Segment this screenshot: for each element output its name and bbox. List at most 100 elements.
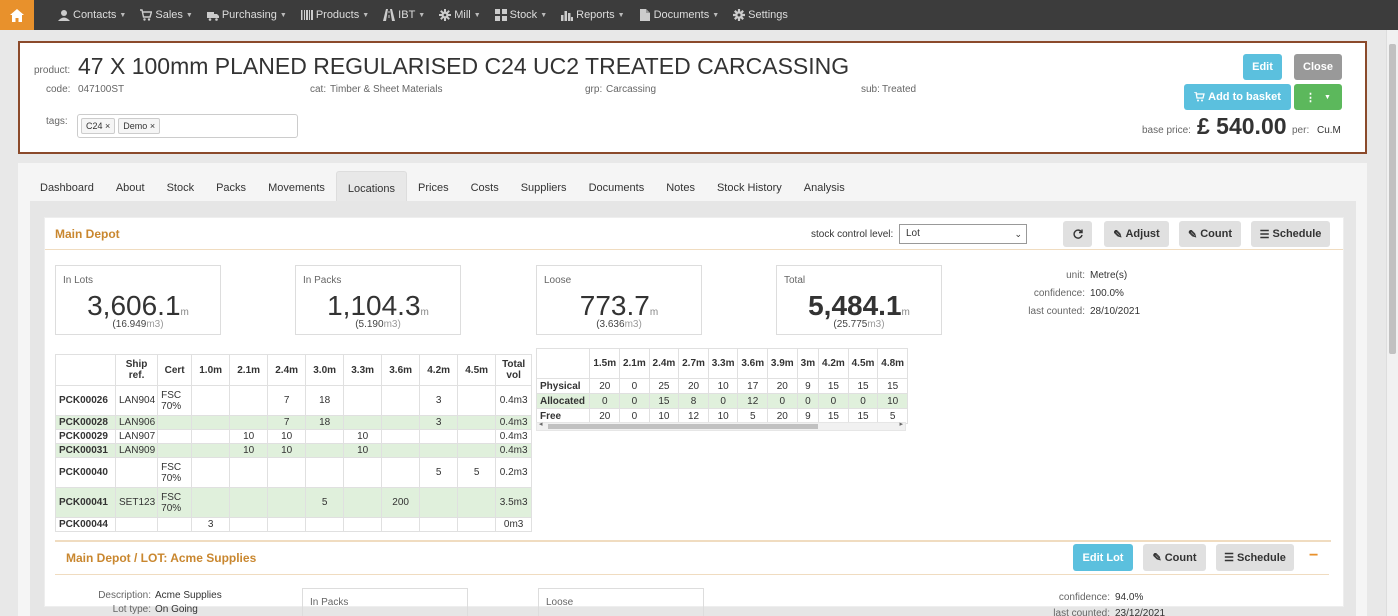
stock-cell: Allocated: [536, 393, 591, 409]
table-row[interactable]: PCK00026 LAN904 FSC 70% 7 18 3 0.4m3: [55, 385, 533, 416]
summary-volume: (5.190m3): [296, 319, 460, 330]
collapse-icon[interactable]: −: [1309, 547, 1319, 564]
table-row[interactable]: PCK00028 LAN906 7 18 3 0.4m3: [55, 415, 533, 430]
tab-locations[interactable]: Locations: [335, 171, 408, 201]
stock-cell: 0: [796, 393, 820, 409]
schedule-button[interactable]: ☰ Schedule: [1251, 221, 1330, 247]
nav-settings[interactable]: Settings: [733, 9, 788, 21]
nav-documents[interactable]: Documents ▼: [639, 9, 719, 21]
nav-stock[interactable]: Stock ▼: [494, 9, 547, 21]
packs-header-cell: Cert: [157, 354, 193, 386]
adjust-button[interactable]: ✎ Adjust: [1104, 221, 1169, 247]
stock-header-row: 1.5m 2.1m 2.4m 2.7m 3.3m 3.6m 3.9m 3m 4.2m 4.5m 4.…: [536, 348, 908, 379]
packs-header-cell: 2.1m: [229, 354, 269, 386]
horizontal-scrollbar[interactable]: ◂ ▸: [536, 421, 906, 431]
packs-cell: [191, 429, 231, 444]
stock-control-level-value: Lot: [906, 228, 920, 239]
packs-cell: 10: [267, 443, 307, 458]
scroll-right-icon[interactable]: ▸: [899, 421, 903, 428]
scrollbar-thumb[interactable]: [1389, 44, 1396, 354]
stock-control-level-select[interactable]: Lot ⌄: [899, 224, 1027, 244]
stock-header-cell: [536, 348, 591, 379]
tags-input[interactable]: C24 × Demo ×: [77, 114, 298, 138]
stock-header-cell: 4.2m: [818, 348, 849, 379]
stock-header-cell: 4.5m: [847, 348, 879, 379]
tab-notes[interactable]: Notes: [666, 182, 695, 194]
info-value: 100.0%: [1090, 288, 1124, 299]
packs-cell: LAN907: [114, 429, 159, 444]
packs-cell: 5: [457, 457, 497, 488]
more-actions-dropdown[interactable]: ⋮ ▼: [1294, 84, 1342, 110]
nav-label: Mill: [454, 9, 471, 21]
scrollbar-thumb[interactable]: [548, 424, 818, 429]
tab-suppliers[interactable]: Suppliers: [520, 182, 567, 194]
packs-header-cell: [55, 354, 116, 386]
tab-documents[interactable]: Documents: [588, 182, 645, 194]
nav-products[interactable]: Products ▼: [300, 9, 369, 21]
summary-in-packs: In Packs 1,104.3m (5.190m3): [295, 265, 461, 335]
lot-count-button[interactable]: ✎ Count: [1143, 544, 1206, 571]
nav-sales[interactable]: Sales ▼: [140, 9, 193, 21]
refresh-button[interactable]: [1063, 221, 1092, 247]
product-title: 47 X 100mm PLANED REGULARISED C24 UC2 TR…: [78, 53, 850, 79]
packs-cell: 3: [419, 415, 459, 430]
stock-cell: 25: [648, 378, 680, 394]
nav-mill[interactable]: Mill ▼: [439, 9, 481, 21]
pencil-icon: ✎: [1113, 228, 1123, 241]
stock-header-cell: 1.5m: [589, 348, 621, 379]
packs-cell: PCK00031: [55, 443, 116, 458]
edit-lot-button[interactable]: Edit Lot: [1073, 544, 1133, 571]
tab-dashboard[interactable]: Dashboard: [40, 182, 94, 194]
nav-contacts[interactable]: Contacts ▼: [58, 9, 126, 21]
lot-count-label: Count: [1164, 551, 1197, 564]
tab-stock[interactable]: Stock: [166, 182, 195, 194]
close-button[interactable]: Close: [1294, 54, 1342, 80]
table-row[interactable]: PCK00041 SET123 FSC 70% 5 200 3.5m3: [55, 487, 533, 518]
lot-confidence: 94.0%: [1115, 592, 1144, 603]
nav-ibt[interactable]: IBT ▼: [383, 9, 425, 21]
tab-stock-history[interactable]: Stock History: [716, 182, 782, 194]
packs-header-cell: 3.6m: [381, 354, 421, 386]
tab-costs[interactable]: Costs: [470, 182, 499, 194]
tab-packs[interactable]: Packs: [216, 182, 247, 194]
scroll-left-icon[interactable]: ◂: [539, 421, 543, 428]
tab-analysis[interactable]: Analysis: [803, 182, 845, 194]
home-button[interactable]: [0, 0, 34, 30]
packs-cell: FSC 70%: [157, 457, 193, 488]
packs-cell: 3: [419, 385, 459, 416]
packs-cell: [229, 487, 269, 518]
remove-tag-icon[interactable]: ×: [149, 121, 156, 131]
packs-cell: [419, 517, 459, 532]
packs-header-cell: Ship ref.: [114, 354, 159, 386]
page-scrollbar[interactable]: [1386, 30, 1398, 616]
summary-volume-value: (16.949: [112, 319, 147, 330]
tab-movements[interactable]: Movements: [268, 182, 325, 194]
packs-cell: LAN909: [114, 443, 159, 458]
remove-tag-icon[interactable]: ×: [105, 121, 111, 131]
packs-header-cell: 4.5m: [457, 354, 497, 386]
nav-reports[interactable]: Reports ▼: [561, 9, 625, 21]
tag-chip[interactable]: C24 ×: [81, 118, 116, 134]
add-to-basket-button[interactable]: Add to basket: [1184, 84, 1291, 110]
schedule-label: Schedule: [1272, 228, 1322, 240]
packs-cell: [381, 443, 421, 458]
nav-purchasing[interactable]: Purchasing ▼: [206, 9, 287, 21]
packs-cell: [114, 517, 159, 532]
packs-cell: [305, 517, 345, 532]
lot-schedule-button[interactable]: ☰ Schedule: [1216, 544, 1294, 571]
packs-cell: [157, 429, 193, 444]
packs-cell: 3: [191, 517, 231, 532]
tab-prices[interactable]: Prices: [418, 182, 449, 194]
tab-about[interactable]: About: [115, 182, 145, 194]
packs-cell: [157, 443, 193, 458]
edit-button[interactable]: Edit: [1243, 54, 1282, 80]
tag-chip[interactable]: Demo ×: [118, 118, 161, 134]
table-row[interactable]: PCK00031 LAN909 10 10 10 0.4m3: [55, 443, 533, 458]
table-row[interactable]: PCK00029 LAN907 10 10 10 0.4m3: [55, 429, 533, 444]
packs-cell: [267, 487, 307, 518]
packs-cell: 0.4m3: [495, 443, 533, 458]
table-row[interactable]: PCK00040 FSC 70% 5 5 0.2m3: [55, 457, 533, 488]
count-button[interactable]: ✎ Count: [1179, 221, 1241, 247]
packs-cell: 200: [381, 487, 421, 518]
table-row[interactable]: PCK00044 3 0m3: [55, 517, 533, 532]
